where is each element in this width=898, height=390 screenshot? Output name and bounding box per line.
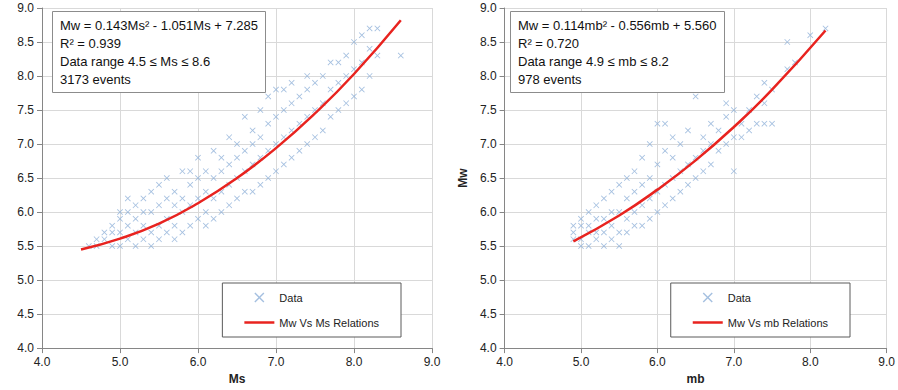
svg-text:978 events: 978 events [518, 72, 582, 87]
svg-text:5.0: 5.0 [17, 273, 34, 287]
svg-text:6.5: 6.5 [480, 171, 497, 185]
svg-text:Data: Data [279, 292, 303, 304]
svg-text:4.5: 4.5 [480, 307, 497, 321]
svg-text:4.0: 4.0 [480, 341, 497, 355]
svg-text:9.0: 9.0 [424, 355, 441, 369]
svg-text:6.0: 6.0 [190, 355, 207, 369]
svg-text:8.0: 8.0 [17, 69, 34, 83]
svg-text:8.0: 8.0 [480, 69, 497, 83]
svg-text:Data range 4.5 ≤ Ms ≤ 8.6: Data range 4.5 ≤ Ms ≤ 8.6 [60, 54, 210, 69]
svg-text:8.0: 8.0 [346, 355, 363, 369]
svg-text:7.0: 7.0 [268, 355, 285, 369]
svg-text:Data: Data [728, 292, 752, 304]
svg-text:6.0: 6.0 [17, 205, 34, 219]
svg-text:5.0: 5.0 [573, 355, 590, 369]
svg-text:9.0: 9.0 [17, 1, 34, 15]
svg-text:R² = 0.720: R² = 0.720 [518, 36, 579, 51]
svg-text:5.5: 5.5 [480, 239, 497, 253]
svg-text:4.0: 4.0 [17, 341, 34, 355]
svg-text:4.0: 4.0 [496, 355, 513, 369]
svg-text:Mw = 0.143Ms² - 1.051Ms + 7.28: Mw = 0.143Ms² - 1.051Ms + 7.285 [60, 18, 258, 33]
svg-text:9.0: 9.0 [480, 1, 497, 15]
svg-text:8.0: 8.0 [802, 355, 819, 369]
svg-text:Data range 4.9 ≤ mb ≤ 8.2: Data range 4.9 ≤ mb ≤ 8.2 [518, 54, 669, 69]
svg-text:6.0: 6.0 [649, 355, 666, 369]
svg-text:Mw Vs mb Relations: Mw Vs mb Relations [728, 317, 829, 329]
svg-text:5.0: 5.0 [480, 273, 497, 287]
svg-text:5.0: 5.0 [112, 355, 129, 369]
svg-text:6.0: 6.0 [480, 205, 497, 219]
svg-text:Mw = 0.114mb² - 0.556mb + 5.56: Mw = 0.114mb² - 0.556mb + 5.560 [518, 18, 716, 33]
svg-text:7.0: 7.0 [480, 137, 497, 151]
svg-text:Mw: Mw [456, 168, 470, 188]
svg-text:8.5: 8.5 [17, 35, 34, 49]
svg-text:5.5: 5.5 [17, 239, 34, 253]
svg-text:7.0: 7.0 [17, 137, 34, 151]
svg-text:7.5: 7.5 [17, 103, 34, 117]
svg-text:R² = 0.939: R² = 0.939 [60, 36, 121, 51]
svg-text:7.5: 7.5 [480, 103, 497, 117]
svg-text:8.5: 8.5 [480, 35, 497, 49]
svg-text:4.5: 4.5 [17, 307, 34, 321]
svg-text:3173 events: 3173 events [60, 72, 131, 87]
svg-text:7.0: 7.0 [725, 355, 742, 369]
svg-text:Ms: Ms [229, 372, 246, 386]
svg-text:6.5: 6.5 [17, 171, 34, 185]
svg-text:4.0: 4.0 [34, 355, 51, 369]
svg-text:Mw Vs Ms Relations: Mw Vs Ms Relations [279, 317, 379, 329]
svg-text:9.0: 9.0 [878, 355, 895, 369]
svg-text:mb: mb [687, 372, 705, 386]
